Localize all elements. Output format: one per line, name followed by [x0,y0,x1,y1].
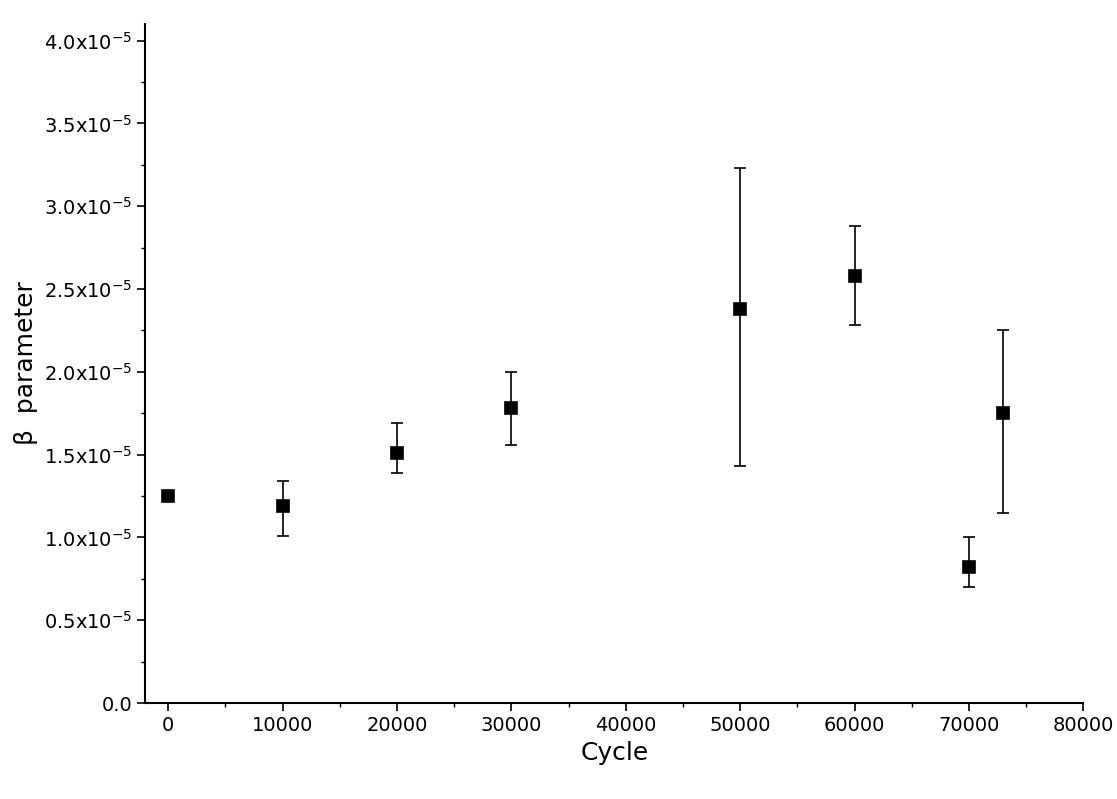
Y-axis label: β  parameter: β parameter [15,281,38,446]
X-axis label: Cycle: Cycle [580,741,649,765]
